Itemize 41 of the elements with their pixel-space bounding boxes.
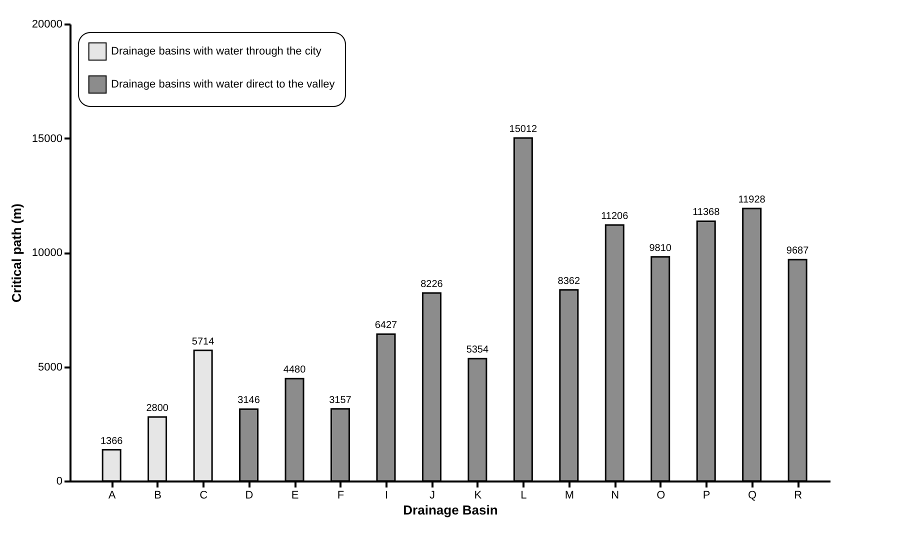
y-tick-label: 15000	[32, 132, 62, 145]
x-tick-label: M	[564, 490, 574, 502]
legend-label: Drainage basins with water through the city	[111, 46, 322, 58]
y-axis-title: Critical path (m)	[8, 204, 24, 302]
x-tick-label: L	[520, 490, 527, 502]
data-label: 1366	[100, 436, 124, 447]
data-label: 5714	[192, 336, 215, 348]
data-label: 9687	[786, 246, 810, 257]
x-tick-label: Q	[748, 490, 758, 502]
x-tick-label: D	[245, 490, 254, 502]
x-tick-label: E	[291, 490, 299, 502]
x-tick-label: C	[200, 490, 208, 502]
x-tick-label: A	[108, 490, 116, 502]
data-label: 11368	[692, 207, 720, 218]
x-axis-title: Drainage Basin	[403, 502, 498, 518]
data-label: 3157	[329, 394, 352, 406]
data-label: 11928	[738, 194, 766, 206]
data-label: 4480	[283, 364, 306, 376]
x-tick-label: J	[429, 490, 435, 502]
y-tick-label: 0	[56, 476, 62, 488]
x-tick-label: F	[337, 490, 344, 502]
x-tick-label: P	[702, 490, 710, 502]
data-label: 3146	[238, 395, 260, 406]
data-label: 9810	[649, 242, 672, 254]
x-tick-label: K	[474, 490, 482, 502]
data-label: 8226	[420, 279, 444, 290]
x-tick-label: I	[384, 490, 388, 502]
data-label: 2800	[146, 403, 169, 414]
x-tick-label: B	[154, 490, 162, 502]
y-tick-label: 5000	[38, 361, 62, 374]
x-tick-label: R	[794, 490, 802, 502]
x-tick-label: O	[656, 490, 666, 502]
data-label: 8362	[558, 276, 580, 287]
data-label: 15012	[509, 124, 538, 135]
data-label: 11206	[601, 210, 629, 222]
y-tick-label: 10000	[32, 247, 62, 259]
y-tick-label: 20000	[32, 18, 62, 30]
data-label: 5354	[466, 344, 489, 356]
data-label: 6427	[374, 320, 398, 332]
legend-label: Drainage basins with water direct to the valley	[111, 78, 336, 90]
x-tick-label: N	[611, 490, 620, 502]
